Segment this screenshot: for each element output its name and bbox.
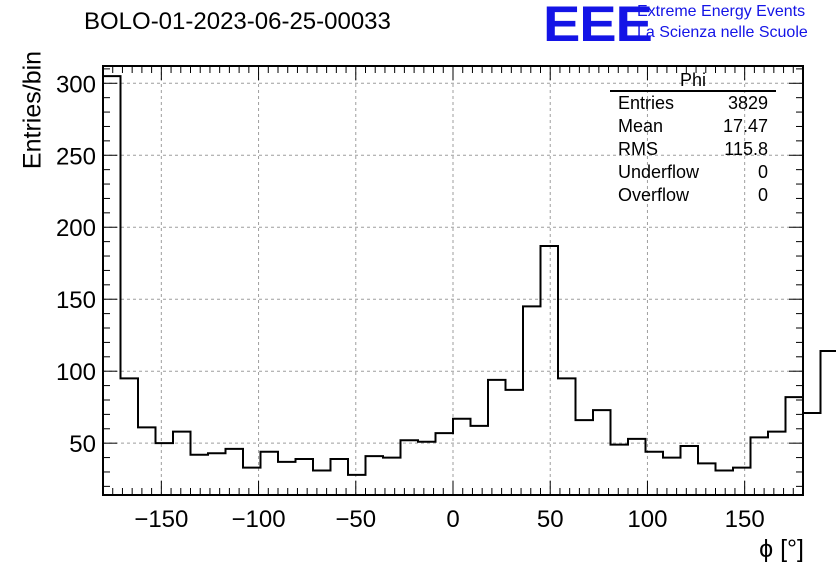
y-tick-label: 150 xyxy=(56,287,96,314)
stats-row: Entries 3829 xyxy=(610,92,776,115)
stats-row: RMS 115.8 xyxy=(610,138,776,161)
axis-ticks xyxy=(103,66,803,495)
tick-labels: −150 −100 −50 0 50 100 150 50 100 150 200 250 300 xyxy=(56,71,765,533)
stats-value: 17.47 xyxy=(722,116,768,136)
stats-value: 3829 xyxy=(727,93,768,113)
y-tick-label: 50 xyxy=(69,431,96,458)
stats-value: 0 xyxy=(757,162,768,182)
y-tick-label: 200 xyxy=(56,215,96,242)
stats-row: Overflow 0 xyxy=(610,184,776,207)
stats-label: Underflow xyxy=(618,162,700,182)
eee-logo: EEE xyxy=(543,0,653,52)
y-tick-label: 100 xyxy=(56,359,96,386)
x-tick-label: 0 xyxy=(446,506,459,533)
stats-label: Overflow xyxy=(618,185,690,205)
stats-row: Underflow 0 xyxy=(610,161,776,184)
y-axis-label: Entries/bin xyxy=(18,50,47,170)
y-tick-label: 300 xyxy=(56,71,96,98)
y-tick-label: 250 xyxy=(56,143,96,170)
stats-label: RMS xyxy=(618,139,658,159)
logo-caption-line1: Extreme Energy Events xyxy=(637,3,806,20)
x-tick-label: −100 xyxy=(232,506,286,533)
logo-caption-line2: La Scienza nelle Scuole xyxy=(637,24,808,41)
grid-lines xyxy=(103,66,803,495)
stats-value: 115.8 xyxy=(724,139,768,159)
stats-label: Mean xyxy=(618,116,664,136)
chart-title: BOLO-01-2023-06-25-00033 xyxy=(84,8,391,35)
x-tick-label: 100 xyxy=(627,506,667,533)
stats-title: Phi xyxy=(610,70,776,92)
x-tick-label: 150 xyxy=(725,506,765,533)
histogram-outline xyxy=(102,75,836,495)
stats-row: Mean 17.47 xyxy=(610,115,776,138)
stats-label: Entries xyxy=(618,93,675,113)
stats-box: Phi Entries 3829 Mean 17.47 RMS 115.8 Un… xyxy=(610,70,776,207)
stats-value: 0 xyxy=(757,185,768,205)
x-tick-label: −50 xyxy=(335,506,376,533)
x-tick-label: 50 xyxy=(537,506,564,533)
x-tick-label: −150 xyxy=(134,506,188,533)
x-axis-label: ϕ [°] xyxy=(759,535,804,563)
